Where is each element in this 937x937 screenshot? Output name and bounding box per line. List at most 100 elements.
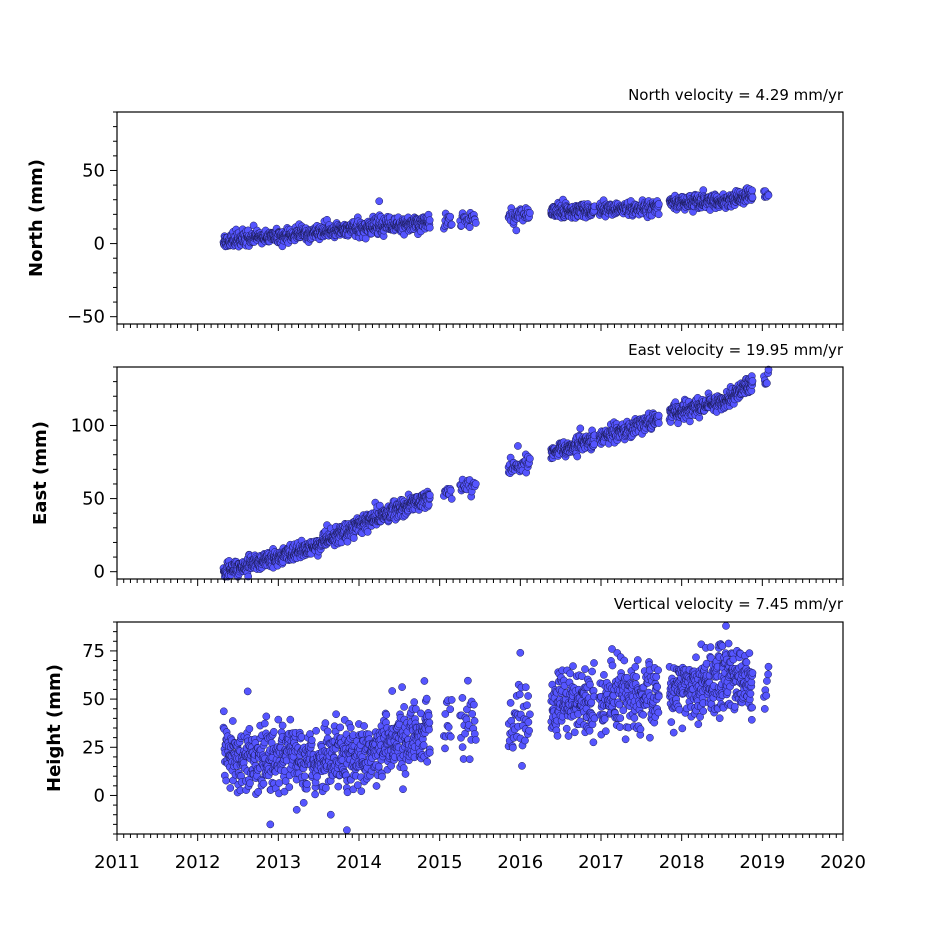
data-point: [588, 667, 596, 676]
y-tick-label: 0: [94, 562, 105, 583]
data-point: [382, 710, 391, 719]
data-point: [724, 639, 733, 648]
y-tick-label: 100: [71, 415, 105, 436]
data-point: [509, 743, 517, 752]
data-point: [303, 780, 311, 788]
data-point: [745, 649, 754, 657]
data-point: [686, 417, 694, 426]
data-point: [278, 721, 287, 730]
data-point: [321, 719, 330, 727]
data-point: [764, 670, 772, 679]
data-point: [228, 717, 237, 725]
data-point: [312, 726, 320, 735]
data-point: [630, 714, 639, 722]
data-point: [639, 710, 648, 719]
data-point: [446, 705, 455, 714]
data-point: [292, 805, 301, 814]
data-point-outlier: [243, 687, 252, 696]
data-point: [747, 678, 756, 687]
data-point: [742, 658, 751, 667]
data-point: [471, 736, 480, 744]
data-point: [422, 694, 431, 703]
data-point: [692, 653, 700, 662]
data-point: [515, 690, 524, 699]
data-point: [246, 779, 254, 788]
data-point: [260, 719, 269, 728]
data-point: [566, 669, 575, 678]
data-point: [286, 715, 295, 724]
data-point: [524, 692, 532, 700]
data-point: [410, 698, 419, 706]
data-point: [526, 209, 534, 217]
data-point: [222, 776, 230, 785]
data-point: [589, 738, 598, 747]
data-point: [553, 732, 562, 740]
data-point: [420, 677, 429, 685]
data-points-0: [219, 184, 773, 251]
data-point: [269, 727, 278, 736]
data-point: [616, 723, 624, 731]
data-point: [654, 666, 662, 675]
data-point: [357, 787, 366, 796]
data-point: [521, 736, 529, 745]
data-point: [763, 379, 771, 388]
data-point: [748, 377, 757, 385]
data-point: [564, 732, 573, 740]
data-point: [621, 735, 630, 744]
data-point: [585, 726, 594, 735]
data-point: [654, 692, 663, 701]
data-point: [323, 727, 332, 736]
data-point: [372, 782, 381, 790]
y-tick-label: 25: [82, 737, 105, 758]
data-point: [760, 705, 769, 713]
data-point: [581, 665, 589, 673]
data-point: [619, 706, 628, 715]
data-point: [699, 707, 708, 715]
data-point: [447, 495, 456, 503]
data-point-outlier: [375, 197, 384, 206]
data-point: [245, 724, 254, 733]
data-point: [458, 743, 467, 751]
data-point: [346, 723, 355, 732]
data-point: [667, 718, 676, 726]
y-tick-label: 50: [82, 489, 105, 510]
data-point: [399, 785, 407, 794]
data-point: [465, 755, 474, 764]
data-point: [444, 723, 453, 731]
data-point: [307, 736, 316, 744]
data-point: [226, 784, 235, 792]
data-point: [678, 724, 687, 733]
data-point: [636, 725, 645, 734]
data-point: [425, 223, 434, 232]
data-point: [521, 683, 530, 692]
data-point: [600, 715, 609, 723]
data-point: [458, 694, 467, 702]
data-point: [506, 699, 515, 707]
data-point: [468, 710, 477, 718]
data-point-outlier: [326, 810, 335, 819]
data-point: [378, 772, 386, 781]
data-point: [332, 710, 340, 719]
data-point: [400, 703, 408, 711]
y-tick-label: −50: [67, 307, 105, 328]
data-point: [419, 741, 428, 750]
data-point: [299, 798, 308, 807]
data-point: [349, 534, 358, 542]
y-tick-label: 0: [94, 234, 105, 255]
data-point: [447, 220, 456, 229]
data-point: [748, 193, 757, 202]
data-point: [730, 702, 739, 711]
data-point: [425, 718, 434, 727]
data-point: [425, 748, 434, 757]
data-point: [633, 656, 642, 664]
data-point: [447, 696, 456, 704]
data-point: [746, 689, 755, 698]
data-point: [620, 656, 629, 665]
data-point: [471, 219, 480, 227]
data-point: [654, 210, 663, 219]
data-point-outlier: [514, 442, 522, 450]
data-point: [600, 671, 608, 679]
data-point: [425, 491, 434, 499]
data-point: [388, 687, 397, 695]
